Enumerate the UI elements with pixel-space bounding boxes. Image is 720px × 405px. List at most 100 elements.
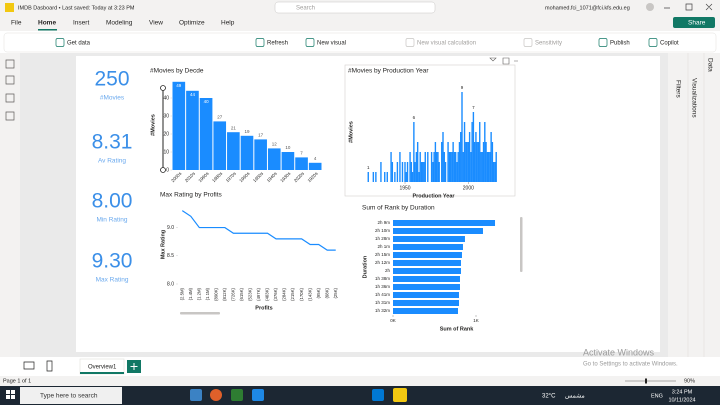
left-rail [0, 53, 20, 357]
app-icon[interactable] [190, 389, 202, 401]
bar [391, 162, 394, 182]
app-icon[interactable] [393, 388, 407, 402]
scrollbar[interactable] [180, 312, 220, 315]
data-label: 7 [472, 105, 475, 110]
bar [447, 142, 449, 182]
bar [442, 132, 444, 182]
slicer-handle[interactable] [160, 85, 166, 91]
bar [267, 148, 281, 170]
bar [454, 152, 457, 182]
taskbar-search[interactable] [20, 387, 122, 404]
app-icon[interactable] [210, 389, 222, 401]
bar [438, 162, 440, 182]
visual-frame [344, 64, 516, 197]
bar [380, 162, 382, 182]
bar [475, 132, 477, 182]
bar [254, 139, 267, 170]
menu-item[interactable]: Home [38, 20, 56, 27]
x-tick-label: 1950 [399, 185, 410, 191]
bar [461, 92, 463, 182]
avatar[interactable] [646, 3, 654, 11]
ribbon-button[interactable]: New visual [317, 41, 346, 47]
y-tick-label: 1h 38m [375, 276, 390, 281]
page-tab-indicator [80, 372, 124, 374]
y-tick-label: 8.5 [167, 253, 174, 259]
y-tick-label: 2h 9m [377, 220, 390, 225]
ribbon-button[interactable]: Publish [610, 41, 630, 47]
y-axis-label: #Movies [150, 114, 156, 136]
bar [495, 152, 497, 182]
ribbon-icon [55, 38, 65, 47]
bar [487, 152, 490, 182]
ribbon-button[interactable]: Copilot [660, 41, 679, 47]
ribbon-button[interactable]: Get data [67, 41, 91, 47]
x-tick-label: 1K [473, 318, 479, 323]
visualizations-pane[interactable]: Visualizations [690, 78, 697, 118]
data-pane[interactable]: Data [706, 58, 713, 72]
menu-item[interactable]: Insert [73, 20, 89, 27]
share-button[interactable] [673, 17, 715, 28]
bar [456, 162, 458, 182]
watermark-text: Go to Settings to activate Windows. [583, 362, 678, 368]
data-label: 10 [285, 145, 291, 150]
bar [393, 308, 458, 314]
bar [423, 162, 425, 182]
bar [451, 152, 453, 182]
bar [433, 152, 435, 182]
x-tick-label: (497K) [256, 287, 261, 300]
ribbon-button[interactable]: Refresh [267, 41, 288, 47]
menu-item[interactable]: Modeling [106, 20, 133, 27]
app-icon[interactable] [372, 389, 384, 401]
start-button[interactable] [6, 390, 15, 399]
bar [186, 90, 199, 170]
bar [295, 157, 308, 170]
app-icon[interactable] [252, 389, 264, 401]
x-tick-label: (523K) [248, 287, 253, 300]
bar [386, 172, 388, 182]
scrollbar[interactable] [520, 217, 523, 272]
card-value: 9.30 [92, 250, 133, 273]
data-label: 44 [190, 92, 196, 97]
menu-item[interactable]: Optimize [179, 20, 205, 27]
ribbon-button[interactable]: New visual calculation [417, 41, 476, 47]
data-label: 12 [272, 142, 278, 147]
menu-item[interactable]: View [149, 20, 163, 27]
bar [404, 162, 406, 182]
bar [484, 122, 486, 182]
bar [416, 142, 419, 182]
filters-pane[interactable]: Filters [674, 80, 681, 98]
x-tick-label: 2000 [463, 185, 474, 191]
watermark-title: Activate Windows [583, 347, 655, 357]
slicer-handle[interactable] [160, 167, 166, 173]
card-label: Max Rating [96, 277, 129, 284]
data-label: 17 [258, 133, 264, 138]
ribbon-button[interactable]: Sensitivity [535, 41, 562, 47]
chart-title: Sum of Rank by Duration [362, 205, 435, 212]
menu-item[interactable]: Help [221, 20, 235, 27]
bar [393, 300, 459, 306]
bar [418, 172, 420, 182]
view-toggles[interactable] [23, 360, 53, 372]
bar [199, 98, 213, 170]
clock-date: 10/11/2024 [668, 397, 695, 403]
search-box[interactable] [274, 1, 436, 14]
zoom-thumb[interactable] [645, 378, 647, 384]
app-icon[interactable] [231, 389, 243, 401]
bar [409, 152, 411, 182]
bar [384, 172, 386, 182]
x-tick-label: (890K) [214, 287, 219, 300]
bar [308, 162, 322, 170]
search-placeholder: Search [296, 6, 315, 12]
menu-item[interactable]: File [11, 20, 22, 27]
bar [457, 152, 459, 182]
x-tick-label: (376K) [273, 287, 278, 300]
window-controls[interactable] [664, 3, 713, 11]
view-icons[interactable] [5, 59, 15, 121]
bar [430, 152, 433, 182]
taskbar [0, 386, 720, 405]
bar [393, 284, 460, 290]
bar [452, 142, 454, 182]
bar [466, 142, 468, 182]
visual-header-icons[interactable] [489, 57, 518, 65]
